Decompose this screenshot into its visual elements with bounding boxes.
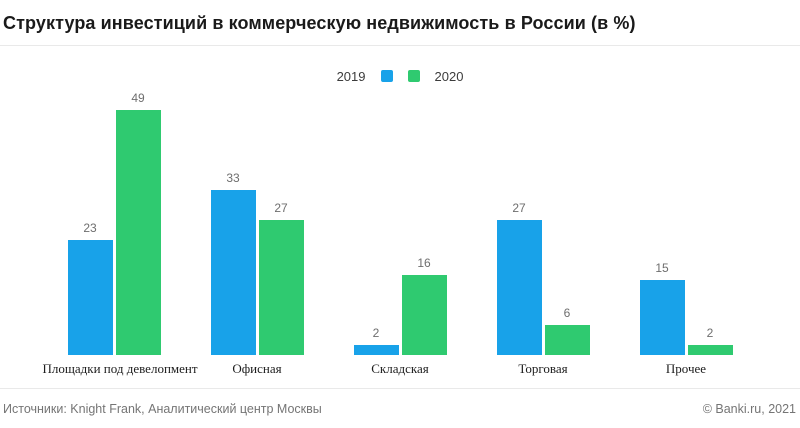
page-title: Структура инвестиций в коммерческую недв…: [3, 13, 636, 33]
bar-group: 27 6: [472, 202, 615, 355]
bar-value-label: 23: [83, 221, 97, 235]
bar-value-label: 15: [655, 261, 669, 275]
bar-value-label: 16: [417, 256, 431, 270]
legend-swatch-2020: [407, 70, 420, 82]
bar-wrap-2020: 6: [544, 306, 590, 355]
bar-wrap-2019: 23: [67, 221, 113, 355]
footer-divider: [0, 388, 800, 389]
bar-2019: [210, 190, 256, 355]
bar-2020: [258, 220, 304, 355]
legend-label-2019: 2019: [336, 68, 366, 84]
bar-2020: [544, 325, 590, 355]
bar-wrap-2020: 49: [115, 91, 161, 355]
category-label: Площадки под девелопмент: [42, 361, 198, 376]
bar-value-label: 2: [706, 326, 714, 340]
bar-value-label: 27: [512, 201, 526, 215]
bar-wrap-2020: 27: [258, 201, 304, 355]
chart-legend: 2019 2020: [0, 68, 800, 84]
category-label: Торговая: [518, 361, 568, 376]
category-axis: Площадки под девелопмент Офисная Складская…: [0, 361, 800, 377]
footer: Источники: Knight Frank, Аналитический ц…: [0, 389, 800, 416]
bar-2019: [353, 345, 399, 355]
bar-value-label: 27: [274, 201, 288, 215]
bar-group: 23 49: [43, 92, 186, 355]
category-label: Офисная: [232, 361, 282, 376]
category-label: Складская: [371, 361, 429, 376]
bar-2020: [401, 275, 447, 355]
bar-chart: 23 49 33 27 2 16 27 6 15 2: [0, 85, 800, 355]
bar-wrap-2019: 33: [210, 171, 256, 355]
bar-2020: [115, 110, 161, 355]
bar-group: 33 27: [186, 172, 329, 355]
title-divider: [0, 45, 800, 46]
bar-2019: [496, 220, 542, 355]
bar-wrap-2019: 2: [353, 326, 399, 355]
bar-2019: [67, 240, 113, 355]
bar-group: 2 16: [329, 257, 472, 355]
bar-group: 15 2: [615, 262, 758, 355]
category-label: Прочее: [665, 361, 707, 376]
bar-wrap-2020: 16: [401, 256, 447, 355]
bar-value-label: 33: [226, 171, 240, 185]
bar-2020: [687, 345, 733, 355]
bar-wrap-2020: 2: [687, 326, 733, 355]
footer-sources: Источники: Knight Frank, Аналитический ц…: [3, 402, 322, 416]
footer-copyright: © Banki.ru, 2021: [702, 402, 796, 416]
bar-wrap-2019: 15: [639, 261, 685, 355]
bar-value-label: 6: [563, 306, 571, 320]
legend-swatch-2019: [380, 70, 393, 82]
bar-value-label: 49: [131, 91, 145, 105]
legend-label-2020: 2020: [434, 68, 464, 84]
bar-wrap-2019: 27: [496, 201, 542, 355]
bar-2019: [639, 280, 685, 355]
bar-value-label: 2: [372, 326, 380, 340]
